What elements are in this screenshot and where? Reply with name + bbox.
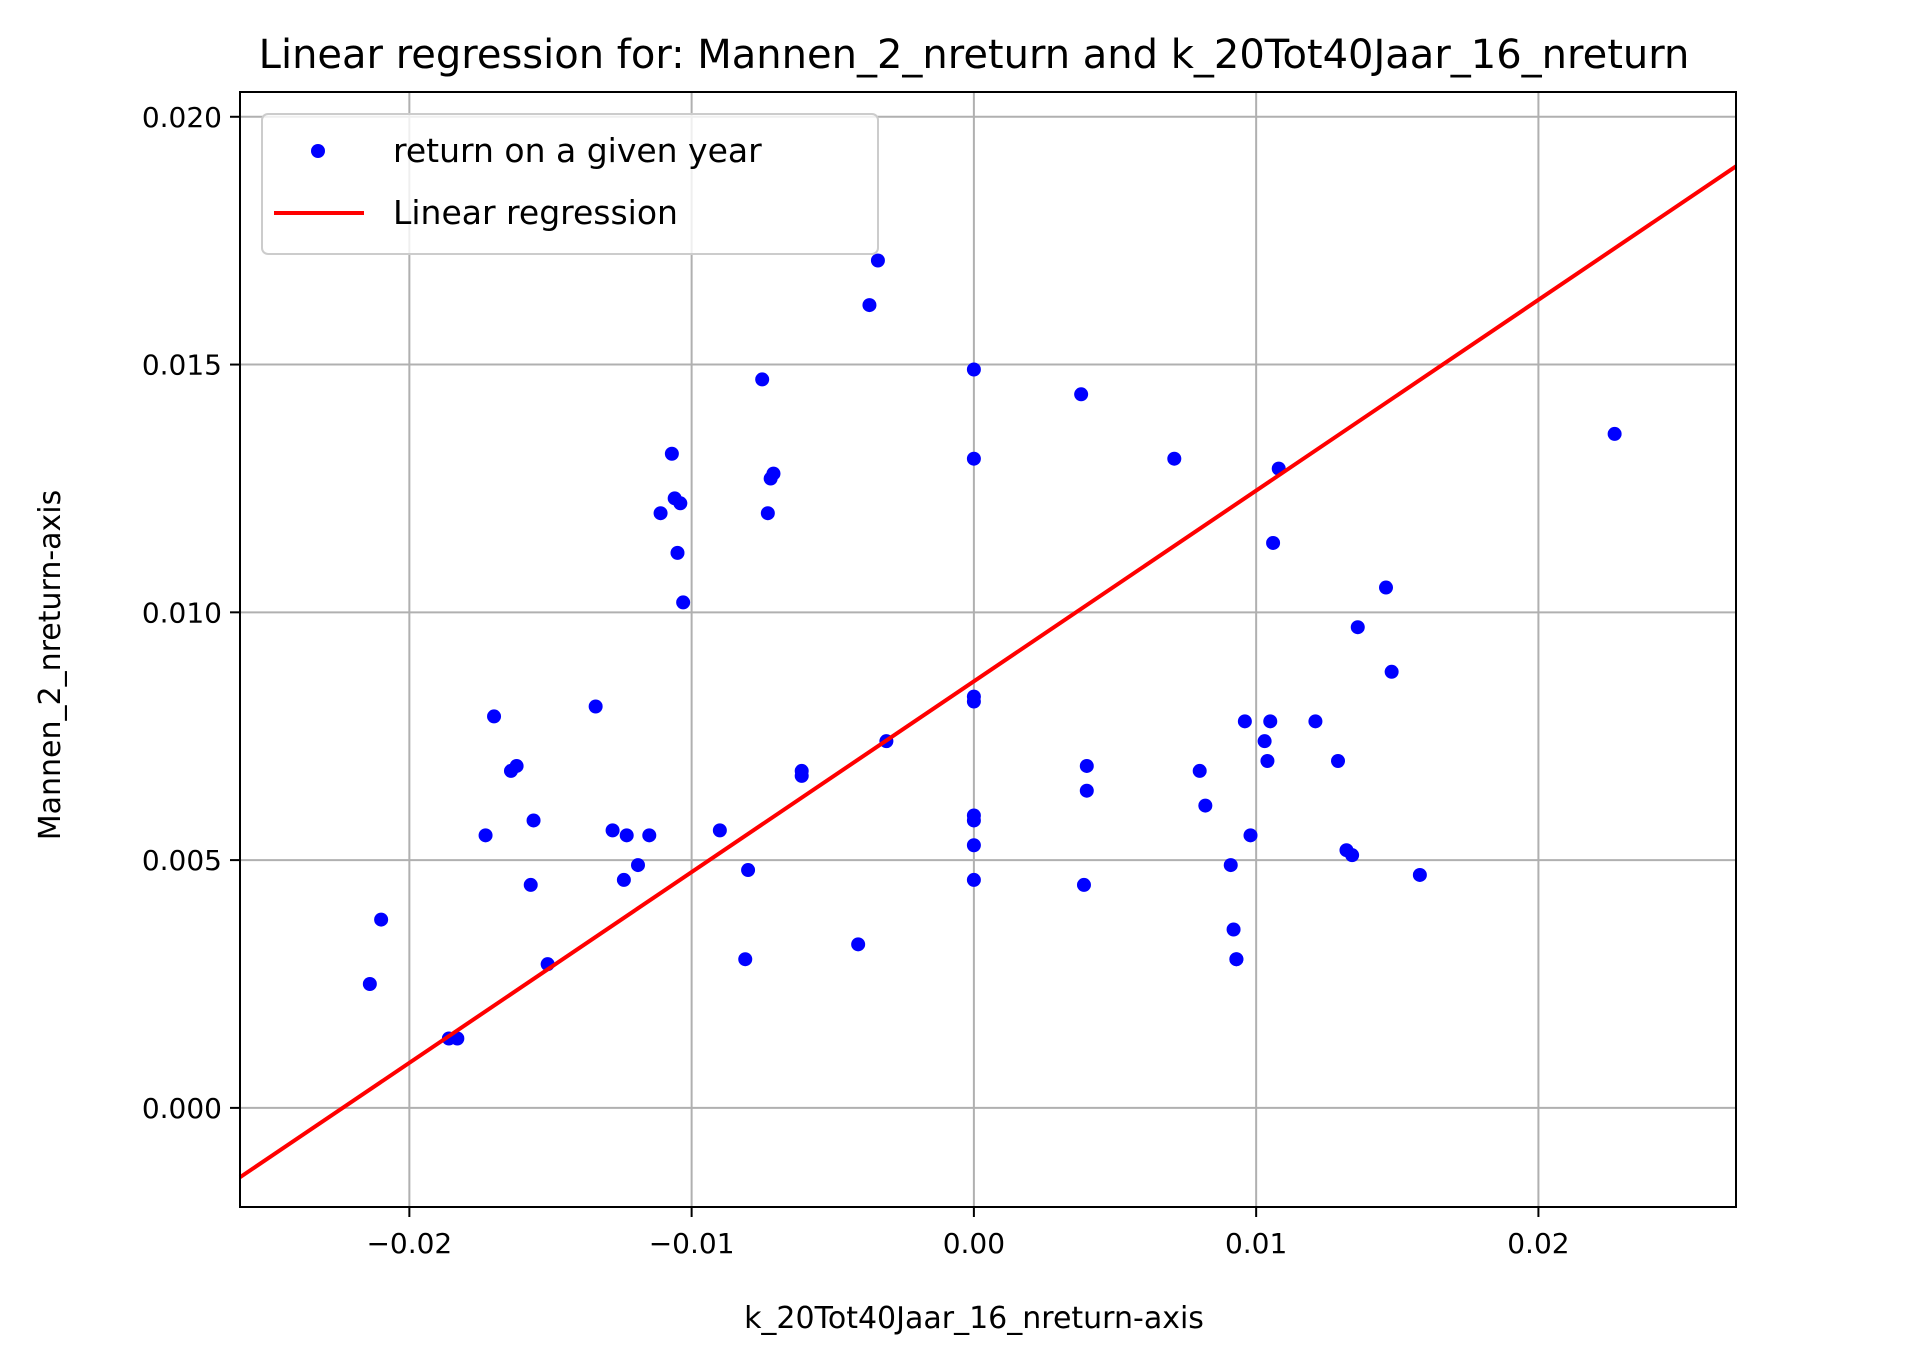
data-point <box>966 838 981 853</box>
data-point <box>1412 867 1427 882</box>
data-point <box>1607 426 1622 441</box>
y-tick-label: 0.010 <box>142 596 222 629</box>
data-point <box>676 595 691 610</box>
data-point <box>851 937 866 952</box>
y-axis-title: Mannen_2_nreturn-axis <box>33 490 68 841</box>
regression-line-layer <box>238 164 1738 1179</box>
data-point <box>1226 922 1241 937</box>
data-point <box>766 466 781 481</box>
data-point <box>1257 734 1272 749</box>
data-point <box>605 823 620 838</box>
data-point <box>966 694 981 709</box>
data-point <box>966 362 981 377</box>
data-point <box>1223 858 1238 873</box>
data-point <box>1384 664 1399 679</box>
data-point <box>523 877 538 892</box>
data-point <box>1079 758 1094 773</box>
data-point <box>487 709 502 724</box>
x-axis-ticks: −0.02 −0.01 0.00 0.01 0.02 <box>366 1207 1570 1260</box>
data-point <box>794 763 809 778</box>
data-point <box>1198 798 1213 813</box>
regression-line <box>238 164 1738 1179</box>
data-point <box>1074 387 1089 402</box>
y-tick-label: 0.005 <box>142 844 222 877</box>
legend-label-line: Linear regression <box>393 193 678 232</box>
data-point <box>1263 714 1278 729</box>
data-point <box>870 253 885 268</box>
data-point <box>362 977 377 991</box>
data-point <box>712 823 727 838</box>
data-point <box>1266 535 1281 550</box>
x-tick-label: −0.02 <box>366 1227 452 1260</box>
y-tick-label: 0.020 <box>142 101 222 134</box>
legend-marker-points <box>311 144 325 158</box>
x-tick-label: −0.01 <box>649 1227 735 1260</box>
legend: return on a given year Linear regression <box>261 113 879 255</box>
chart-title: Linear regression for: Mannen_2_nreturn … <box>259 32 1690 78</box>
data-point <box>653 506 668 521</box>
scatter-points <box>362 253 1622 1046</box>
data-point <box>673 496 688 511</box>
data-point <box>1079 783 1094 798</box>
x-tick-label: 0.01 <box>1225 1227 1287 1260</box>
grid-lines <box>240 92 1736 1207</box>
data-point <box>1076 877 1091 892</box>
x-tick-label: 0.02 <box>1507 1227 1569 1260</box>
y-axis-ticks: 0.000 0.005 0.010 0.015 0.020 <box>142 101 240 1125</box>
data-point <box>642 828 657 843</box>
x-tick-label: 0.00 <box>943 1227 1005 1260</box>
data-point <box>1237 714 1252 729</box>
data-point <box>862 298 877 313</box>
y-tick-label: 0.015 <box>142 349 222 382</box>
data-point <box>1350 620 1365 635</box>
data-point <box>741 863 756 878</box>
data-point <box>760 506 775 521</box>
data-point <box>374 912 389 927</box>
data-point <box>1378 580 1393 595</box>
x-axis-title: k_20Tot40Jaar_16_nreturn-axis <box>744 1301 1204 1336</box>
data-point <box>1308 714 1323 729</box>
data-point <box>1167 451 1182 466</box>
data-point <box>1243 828 1258 843</box>
data-point <box>664 446 679 461</box>
data-point <box>619 828 634 843</box>
data-point <box>616 872 631 887</box>
data-point <box>1192 763 1207 778</box>
data-point <box>966 872 981 887</box>
data-point <box>966 451 981 466</box>
data-point <box>1331 754 1346 768</box>
plot-frame <box>239 91 1737 1208</box>
data-point <box>1345 848 1360 863</box>
data-point <box>755 372 770 387</box>
data-point <box>630 858 645 873</box>
legend-box <box>261 113 879 255</box>
data-point <box>588 699 603 714</box>
data-point <box>1229 952 1244 967</box>
data-point <box>478 828 493 843</box>
legend-label-points: return on a given year <box>393 131 762 170</box>
data-point <box>509 758 524 773</box>
data-point <box>1260 754 1275 768</box>
data-point <box>738 952 753 967</box>
data-point <box>966 813 981 828</box>
data-point <box>670 545 685 560</box>
y-tick-label: 0.000 <box>142 1092 222 1125</box>
data-point <box>526 813 541 828</box>
